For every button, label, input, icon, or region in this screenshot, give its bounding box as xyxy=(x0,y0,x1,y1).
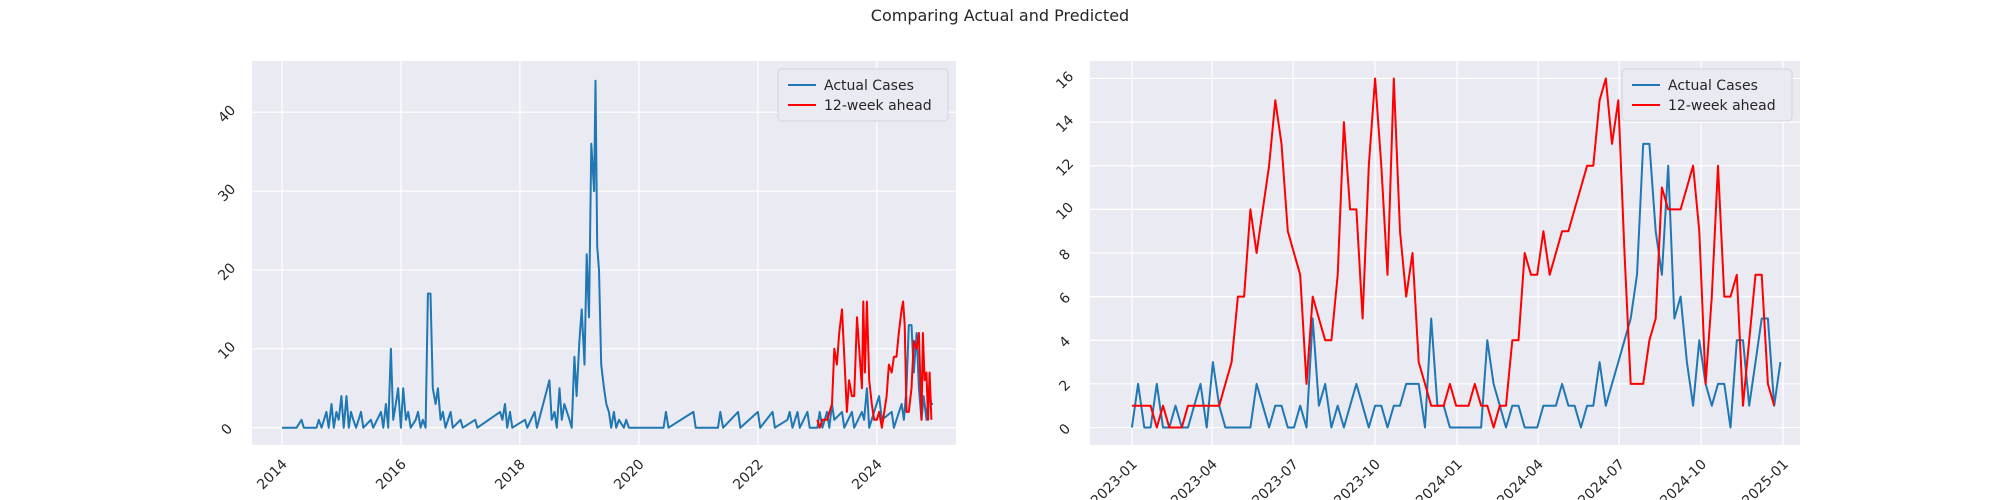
y-tick-label: 10 xyxy=(1053,200,1077,224)
legend-box xyxy=(777,68,949,122)
legend-label: 12-week ahead xyxy=(824,98,932,114)
x-tick-label: 2022 xyxy=(730,457,767,494)
x-tick-label: 2016 xyxy=(373,456,410,493)
y-tick-label: 10 xyxy=(215,339,239,363)
series-group xyxy=(282,79,933,429)
y-tick-label: 20 xyxy=(215,260,239,284)
series-line-12-week-ahead xyxy=(816,300,933,429)
legend-label: Actual Cases xyxy=(824,78,914,94)
y-tick-label: 2 xyxy=(1056,377,1074,395)
x-tick-label: 2024-04 xyxy=(1494,456,1547,500)
chart-actual-vs-predicted-zoom: 2023-01 2023-04 2023-07 2023-10 2024-01 2024-… xyxy=(1053,61,1800,500)
x-tick-label: 2024-01 xyxy=(1413,457,1466,500)
x-tick-label: 2024 xyxy=(849,456,886,493)
legend-label: Actual Cases xyxy=(1668,78,1758,94)
x-tick-label: 2023-07 xyxy=(1249,457,1302,500)
y-tick-label: 0 xyxy=(218,421,236,439)
x-tick-label: 2023-01 xyxy=(1088,457,1141,500)
y-tick-label: 4 xyxy=(1056,334,1074,352)
series-line-actual-cases xyxy=(282,79,933,429)
y-tick-label: 16 xyxy=(1053,69,1077,93)
x-tick-label: 2024-07 xyxy=(1575,457,1628,500)
y-tick-label: 8 xyxy=(1056,246,1074,264)
legend-label: 12-week ahead xyxy=(1668,98,1776,114)
legend: Actual Cases 12-week ahead xyxy=(1621,68,1793,122)
x-tick-label: 2024-10 xyxy=(1657,457,1710,500)
x-tick-label: 2014 xyxy=(254,456,291,493)
y-tick-label: 40 xyxy=(215,102,239,126)
legend-box xyxy=(1621,68,1793,122)
chart-actual-vs-predicted-full: 2014 2016 2018 2020 2022 2024 0 10 20 30 40 Actual … xyxy=(215,61,956,494)
series-group xyxy=(1130,77,1782,429)
x-tick-label: 2020 xyxy=(611,457,648,494)
y-tick-label: 30 xyxy=(215,181,239,205)
y-tick-label: 12 xyxy=(1053,156,1077,180)
legend: Actual Cases 12-week ahead xyxy=(777,68,949,122)
x-tick-label: 2023-10 xyxy=(1331,457,1384,500)
y-tick-label: 6 xyxy=(1056,290,1074,308)
figure-title: Comparing Actual and Predicted xyxy=(870,6,1130,25)
x-tick-label: 2018 xyxy=(492,457,529,494)
y-tick-label: 14 xyxy=(1053,112,1077,136)
x-tick-label: 2025-01 xyxy=(1739,457,1792,500)
series-line-actual-cases xyxy=(1130,142,1782,429)
y-tick-label: 0 xyxy=(1056,421,1074,439)
x-tick-label: 2023-04 xyxy=(1168,456,1221,500)
series-line-12-week-ahead xyxy=(1131,77,1776,429)
